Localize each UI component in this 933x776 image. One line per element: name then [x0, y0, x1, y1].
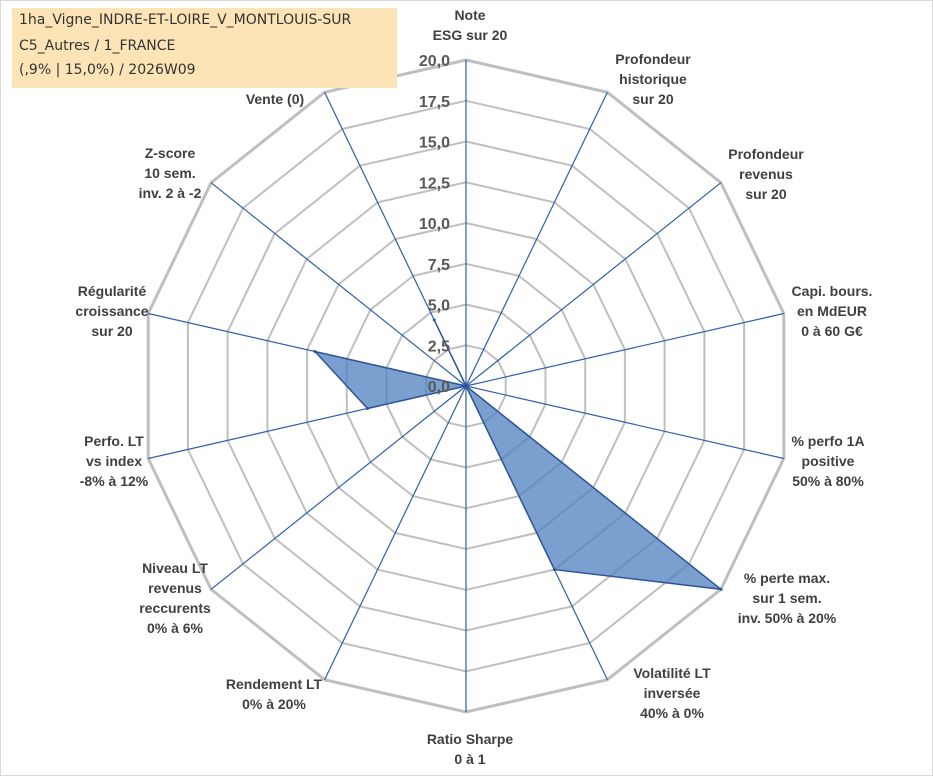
chart-title-line-3: (,9% | 15,0%) / 2026W09 — [19, 62, 196, 78]
data-area — [312, 319, 724, 591]
axis-label-12: Z-score 10 sem. inv. 2 à -2 — [139, 145, 202, 201]
axis-labels: Note ESG sur 20 Profondeur historique sur 20… — [75, 7, 872, 767]
axis-label-6: Volatilité LT inversée 40% à 0% — [633, 665, 711, 721]
axis-spoke-12 — [210, 182, 467, 387]
axis-spoke-9 — [210, 385, 467, 590]
radial-tick-labels: 0,0 2,5 5,0 7,5 10,0 12,5 15,0 17,5 20,0 — [419, 53, 450, 396]
tick-label: 12,5 — [419, 175, 450, 192]
axis-label-9: Niveau LT revenus reccurents 0% à 6% — [139, 560, 211, 636]
axis-label-4: % perfo 1A positive 50% à 80% — [791, 433, 864, 489]
data-point-11 — [313, 350, 317, 353]
data-point-13 — [432, 318, 436, 322]
tick-label: 7,5 — [428, 257, 450, 274]
axis-label-7: Ratio Sharpe 0 à 1 — [427, 731, 514, 767]
axis-label-11: Régularité croissance sur 20 — [75, 283, 148, 339]
axis-spoke-8 — [324, 385, 467, 680]
tick-label: 0,0 — [428, 379, 450, 396]
data-point-5 — [719, 587, 723, 591]
tick-label: 20,0 — [419, 53, 450, 70]
axis-label-1: Profondeur historique sur 20 — [615, 51, 691, 107]
axis-label-5: % perte max. sur 1 sem. inv. 50% à 20% — [738, 570, 837, 626]
axis-spoke-2 — [465, 182, 722, 387]
radar-series — [312, 318, 724, 591]
data-point-12 — [464, 384, 468, 388]
chart-title-box: 1ha_Vigne_INDRE-ET-LOIRE_V_MONTLOUIS-SUR… — [12, 8, 397, 88]
tick-label: 10,0 — [419, 216, 450, 233]
radar-grid — [146, 58, 786, 714]
axis-spoke-1 — [465, 92, 608, 387]
axis-spoke-3 — [465, 312, 784, 387]
axis-label-3: Capi. bours. en MdEUR 0 à 60 G€ — [792, 283, 873, 339]
axis-label-8: Rendement LT 0% à 20% — [226, 676, 323, 712]
chart-title-line-2: C5_Autres / 1_FRANCE — [19, 38, 176, 54]
tick-label: 17,5 — [419, 94, 450, 111]
tick-label: 5,0 — [428, 298, 450, 315]
tick-label: 2,5 — [428, 338, 450, 355]
data-point-6 — [552, 568, 556, 572]
data-point-10 — [366, 407, 369, 410]
axis-label-10: Perfo. LT vs index -8% à 12% — [80, 433, 149, 489]
axis-label-2: Profondeur revenus sur 20 — [728, 146, 804, 202]
chart-title-line-1: 1ha_Vigne_INDRE-ET-LOIRE_V_MONTLOUIS-SUR — [19, 12, 352, 28]
axis-spoke-4 — [465, 385, 784, 460]
axis-label-0: Note ESG sur 20 — [433, 7, 508, 43]
tick-label: 15,0 — [419, 135, 450, 152]
